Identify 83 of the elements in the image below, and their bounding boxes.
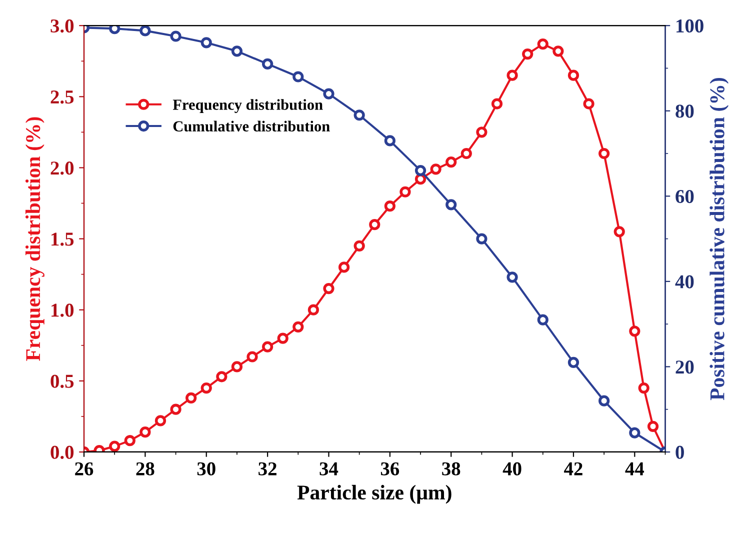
point	[170, 404, 182, 415]
point	[414, 165, 426, 176]
point	[552, 46, 564, 57]
point	[140, 426, 151, 438]
point	[246, 351, 258, 362]
y2-tick-label: 0	[676, 446, 684, 459]
point	[124, 435, 136, 446]
point	[292, 321, 304, 332]
point	[109, 440, 120, 452]
legend-label: Frequency distribution	[172, 99, 323, 114]
point	[323, 282, 334, 294]
point	[308, 304, 319, 316]
point	[614, 226, 625, 238]
point	[200, 37, 212, 48]
point	[537, 38, 548, 50]
y-axis-title: Frequency distribution (%)	[25, 117, 44, 361]
point	[354, 110, 365, 121]
y-tick-label: 2.0	[50, 162, 74, 175]
point	[506, 70, 518, 81]
point	[638, 382, 650, 394]
point	[140, 26, 151, 36]
x-tick-label: 34	[320, 462, 338, 476]
point	[522, 48, 534, 60]
point	[506, 272, 518, 283]
point	[109, 26, 120, 34]
point	[598, 148, 610, 160]
y2-tick-label: 60	[676, 190, 694, 204]
x-tick-label: 42	[564, 462, 582, 476]
point	[446, 199, 457, 210]
point	[231, 46, 243, 57]
x-tick-label: 44	[625, 462, 644, 476]
y-tick-label: 3.0	[50, 19, 74, 33]
point	[476, 126, 488, 138]
point	[414, 174, 426, 185]
x-tick-label: 30	[197, 462, 216, 476]
legend-label: Cumulative distribution	[173, 120, 330, 132]
point	[170, 30, 182, 42]
point	[430, 164, 442, 175]
y2-tick-label: 80	[676, 104, 694, 118]
point	[154, 415, 166, 426]
point	[384, 200, 396, 212]
x-tick-label: 40	[502, 462, 522, 476]
y-tick-label: 2.5	[50, 90, 74, 104]
point	[446, 156, 457, 168]
point	[292, 71, 304, 82]
point	[262, 341, 274, 352]
x-tick-label: 28	[136, 462, 154, 476]
point	[647, 420, 659, 432]
point	[262, 58, 274, 70]
point	[537, 314, 548, 326]
point	[460, 148, 472, 160]
point	[277, 332, 288, 344]
x-tick-label: 26	[75, 462, 94, 476]
x-tick-label: 38	[442, 462, 460, 476]
x-axis-title: Particle size (μm)	[297, 484, 452, 504]
point	[400, 186, 411, 198]
point	[629, 326, 640, 337]
y2-tick-label: 20	[676, 360, 694, 374]
point	[200, 382, 212, 394]
point	[476, 233, 488, 244]
x-tick-label: 36	[380, 462, 400, 476]
point	[491, 98, 503, 110]
point	[338, 262, 350, 273]
point	[323, 88, 334, 100]
point	[186, 392, 197, 404]
x-tick-label: 32	[258, 462, 276, 476]
point	[568, 70, 580, 81]
point	[583, 98, 594, 110]
y2-tick-label: 100	[676, 19, 704, 33]
point	[231, 361, 243, 372]
point	[384, 135, 396, 146]
y2-tick-label: 40	[675, 275, 694, 288]
y-tick-label: 1.5	[52, 232, 74, 246]
point	[216, 371, 228, 382]
point	[629, 427, 640, 438]
y-tick-label: 0.0	[50, 446, 74, 460]
point	[369, 219, 380, 230]
y-tick-label: 1.0	[52, 304, 74, 317]
y2-axis-title: Positive cumulative distribution (%)	[710, 78, 729, 400]
point	[568, 356, 580, 368]
point	[354, 240, 365, 252]
y-tick-label: 0.5	[50, 374, 74, 388]
point	[598, 395, 610, 406]
